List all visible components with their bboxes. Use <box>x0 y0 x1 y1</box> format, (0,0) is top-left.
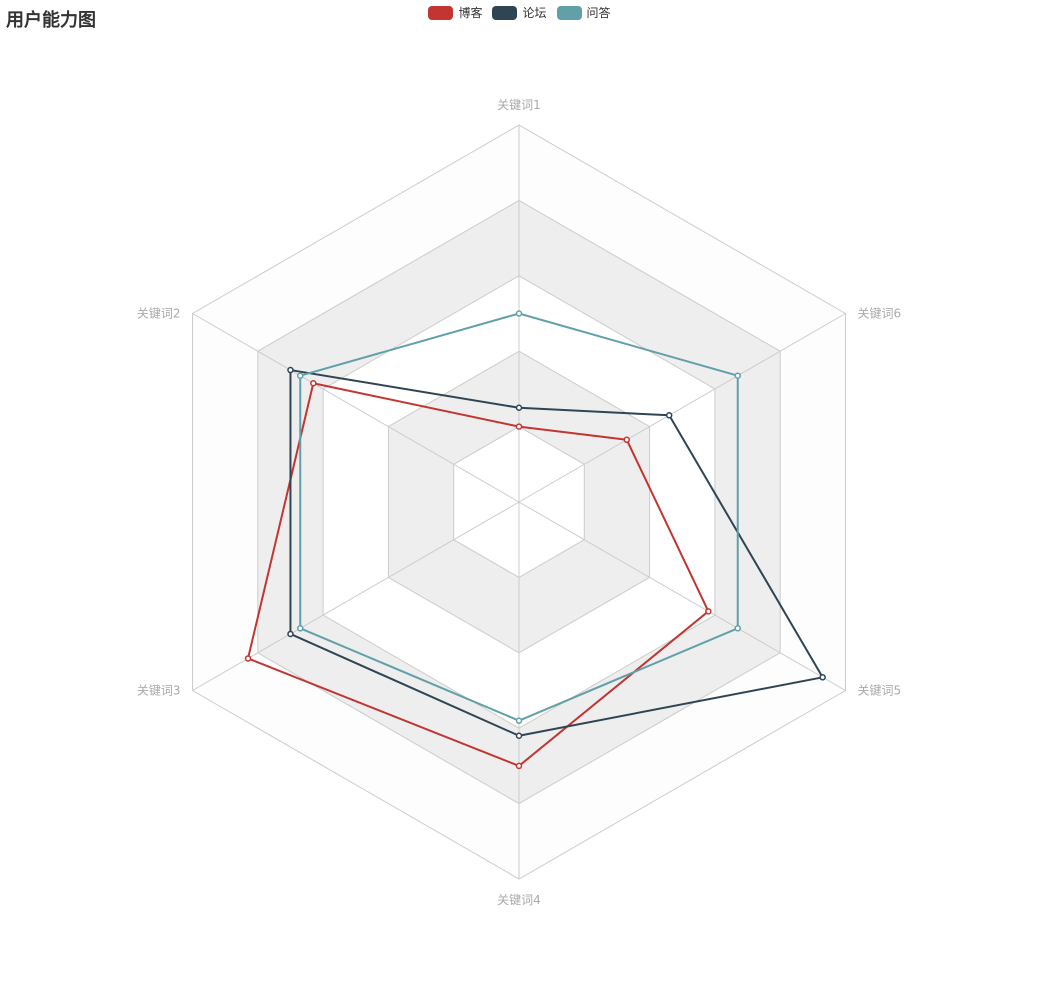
series-1-point-3 <box>706 609 711 614</box>
series-2-point-4 <box>517 733 522 738</box>
series-3-point-4 <box>517 718 522 723</box>
series-3-point-1 <box>517 311 522 316</box>
series-3-point-5 <box>298 626 303 631</box>
indicator-label-4: 关键词4 <box>497 893 541 907</box>
indicator-label-3: 关键词3 <box>137 684 181 698</box>
series-2-point-2 <box>667 413 672 418</box>
series-3-point-2 <box>735 373 740 378</box>
series-1-point-4 <box>517 763 522 768</box>
series-2-point-6 <box>288 368 293 373</box>
series-1-point-5 <box>246 656 251 661</box>
series-1-point-2 <box>624 437 629 442</box>
series-2-point-5 <box>288 631 293 636</box>
indicator-label-6: 关键词6 <box>857 307 901 321</box>
indicator-label-5: 关键词5 <box>857 684 901 698</box>
series-2-point-1 <box>517 405 522 410</box>
indicator-label-2: 关键词2 <box>137 307 181 321</box>
series-3-point-3 <box>735 626 740 631</box>
series-1-point-1 <box>517 424 522 429</box>
indicator-label-1: 关键词1 <box>497 98 541 112</box>
series-3-point-6 <box>298 373 303 378</box>
series-1-point-6 <box>311 381 316 386</box>
series-2-point-3 <box>820 675 825 680</box>
